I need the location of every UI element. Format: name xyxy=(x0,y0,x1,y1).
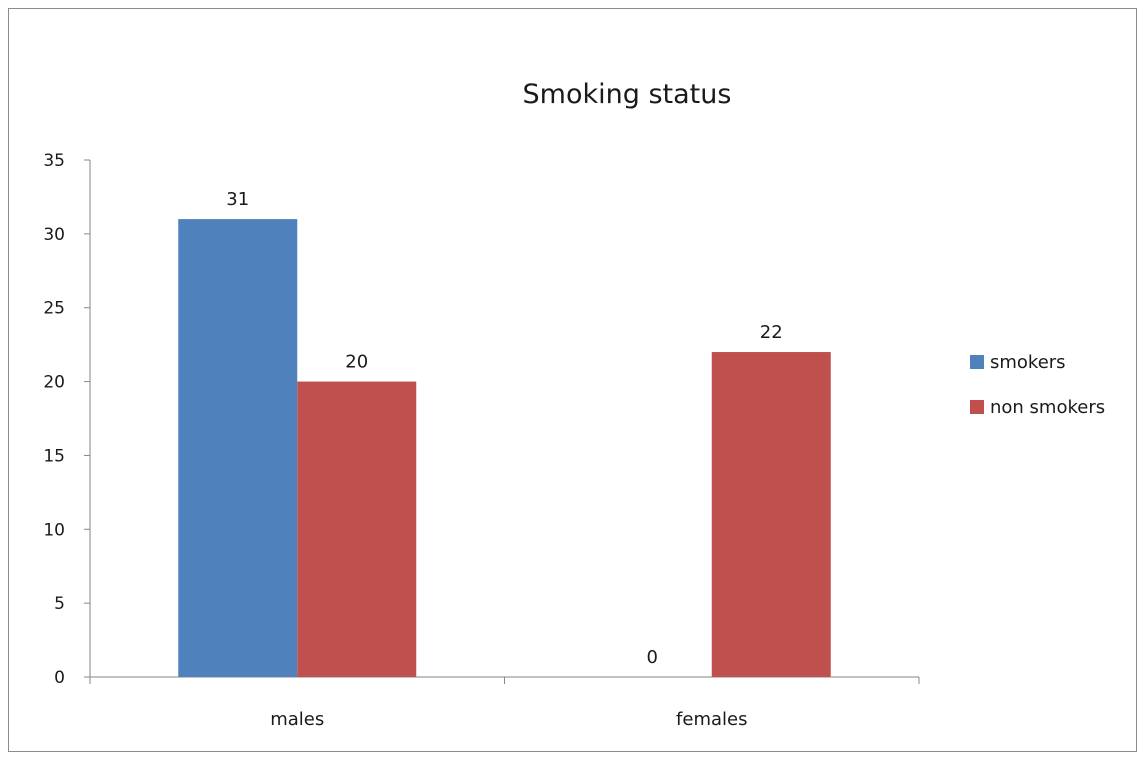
legend: smokers non smokers xyxy=(970,352,1105,418)
y-tick-label: 30 xyxy=(43,225,65,245)
x-category-label: males xyxy=(270,709,324,730)
legend-swatch xyxy=(970,400,984,414)
bar-smokers-males xyxy=(178,219,298,678)
legend-label: smokers xyxy=(990,352,1066,373)
legend-swatch xyxy=(970,355,984,369)
y-tick-label: 5 xyxy=(54,594,65,614)
chart-title: Smoking status xyxy=(523,79,732,110)
y-tick-label: 10 xyxy=(43,520,65,540)
data-label: 0 xyxy=(647,647,658,668)
bar-non-smokers-females xyxy=(711,352,831,677)
legend-label: non smokers xyxy=(990,397,1105,418)
y-tick-label: 15 xyxy=(43,446,65,466)
x-category-label: females xyxy=(676,709,747,730)
bar-non-smokers-males xyxy=(297,381,417,677)
data-labels: 31 20 0 22 xyxy=(226,189,782,668)
data-label: 22 xyxy=(760,322,783,343)
data-label: 20 xyxy=(345,352,368,373)
y-tick-label: 0 xyxy=(54,668,65,688)
y-tick-label: 20 xyxy=(43,373,65,393)
y-tick-label: 35 xyxy=(43,151,65,171)
data-label: 31 xyxy=(226,189,249,210)
bars xyxy=(178,219,831,678)
y-tick-label: 25 xyxy=(43,299,65,319)
